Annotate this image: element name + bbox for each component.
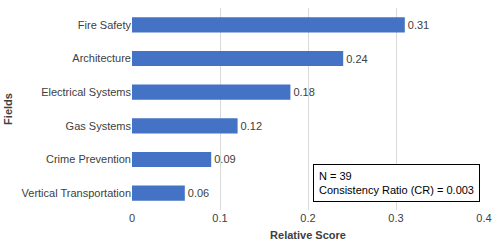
svg-text:0.09: 0.09 xyxy=(214,153,235,165)
svg-text:Vertical Transportation: Vertical Transportation xyxy=(22,187,131,199)
svg-text:N = 39Consistency Ratio (CR) =: N = 39Consistency Ratio (CR) = 0.003 xyxy=(319,170,474,196)
svg-text:0.3: 0.3 xyxy=(388,212,403,224)
svg-text:0.18: 0.18 xyxy=(293,86,314,98)
svg-text:0.06: 0.06 xyxy=(188,187,209,199)
svg-text:0.2: 0.2 xyxy=(300,212,315,224)
svg-text:Architecture: Architecture xyxy=(72,52,131,64)
svg-text:Gas Systems: Gas Systems xyxy=(66,120,132,132)
svg-text:Fire Safety: Fire Safety xyxy=(78,19,132,31)
svg-text:0.4: 0.4 xyxy=(476,212,491,224)
svg-text:Fields: Fields xyxy=(2,93,14,125)
svg-text:0.12: 0.12 xyxy=(241,120,262,132)
svg-text:Crime Prevention: Crime Prevention xyxy=(46,153,131,165)
svg-text:Electrical Systems: Electrical Systems xyxy=(41,86,131,98)
svg-text:Relative Score: Relative Score xyxy=(270,229,346,241)
svg-text:0: 0 xyxy=(129,212,135,224)
svg-text:0.24: 0.24 xyxy=(346,53,367,65)
svg-text:0.1: 0.1 xyxy=(212,212,227,224)
svg-text:0.31: 0.31 xyxy=(408,19,429,31)
